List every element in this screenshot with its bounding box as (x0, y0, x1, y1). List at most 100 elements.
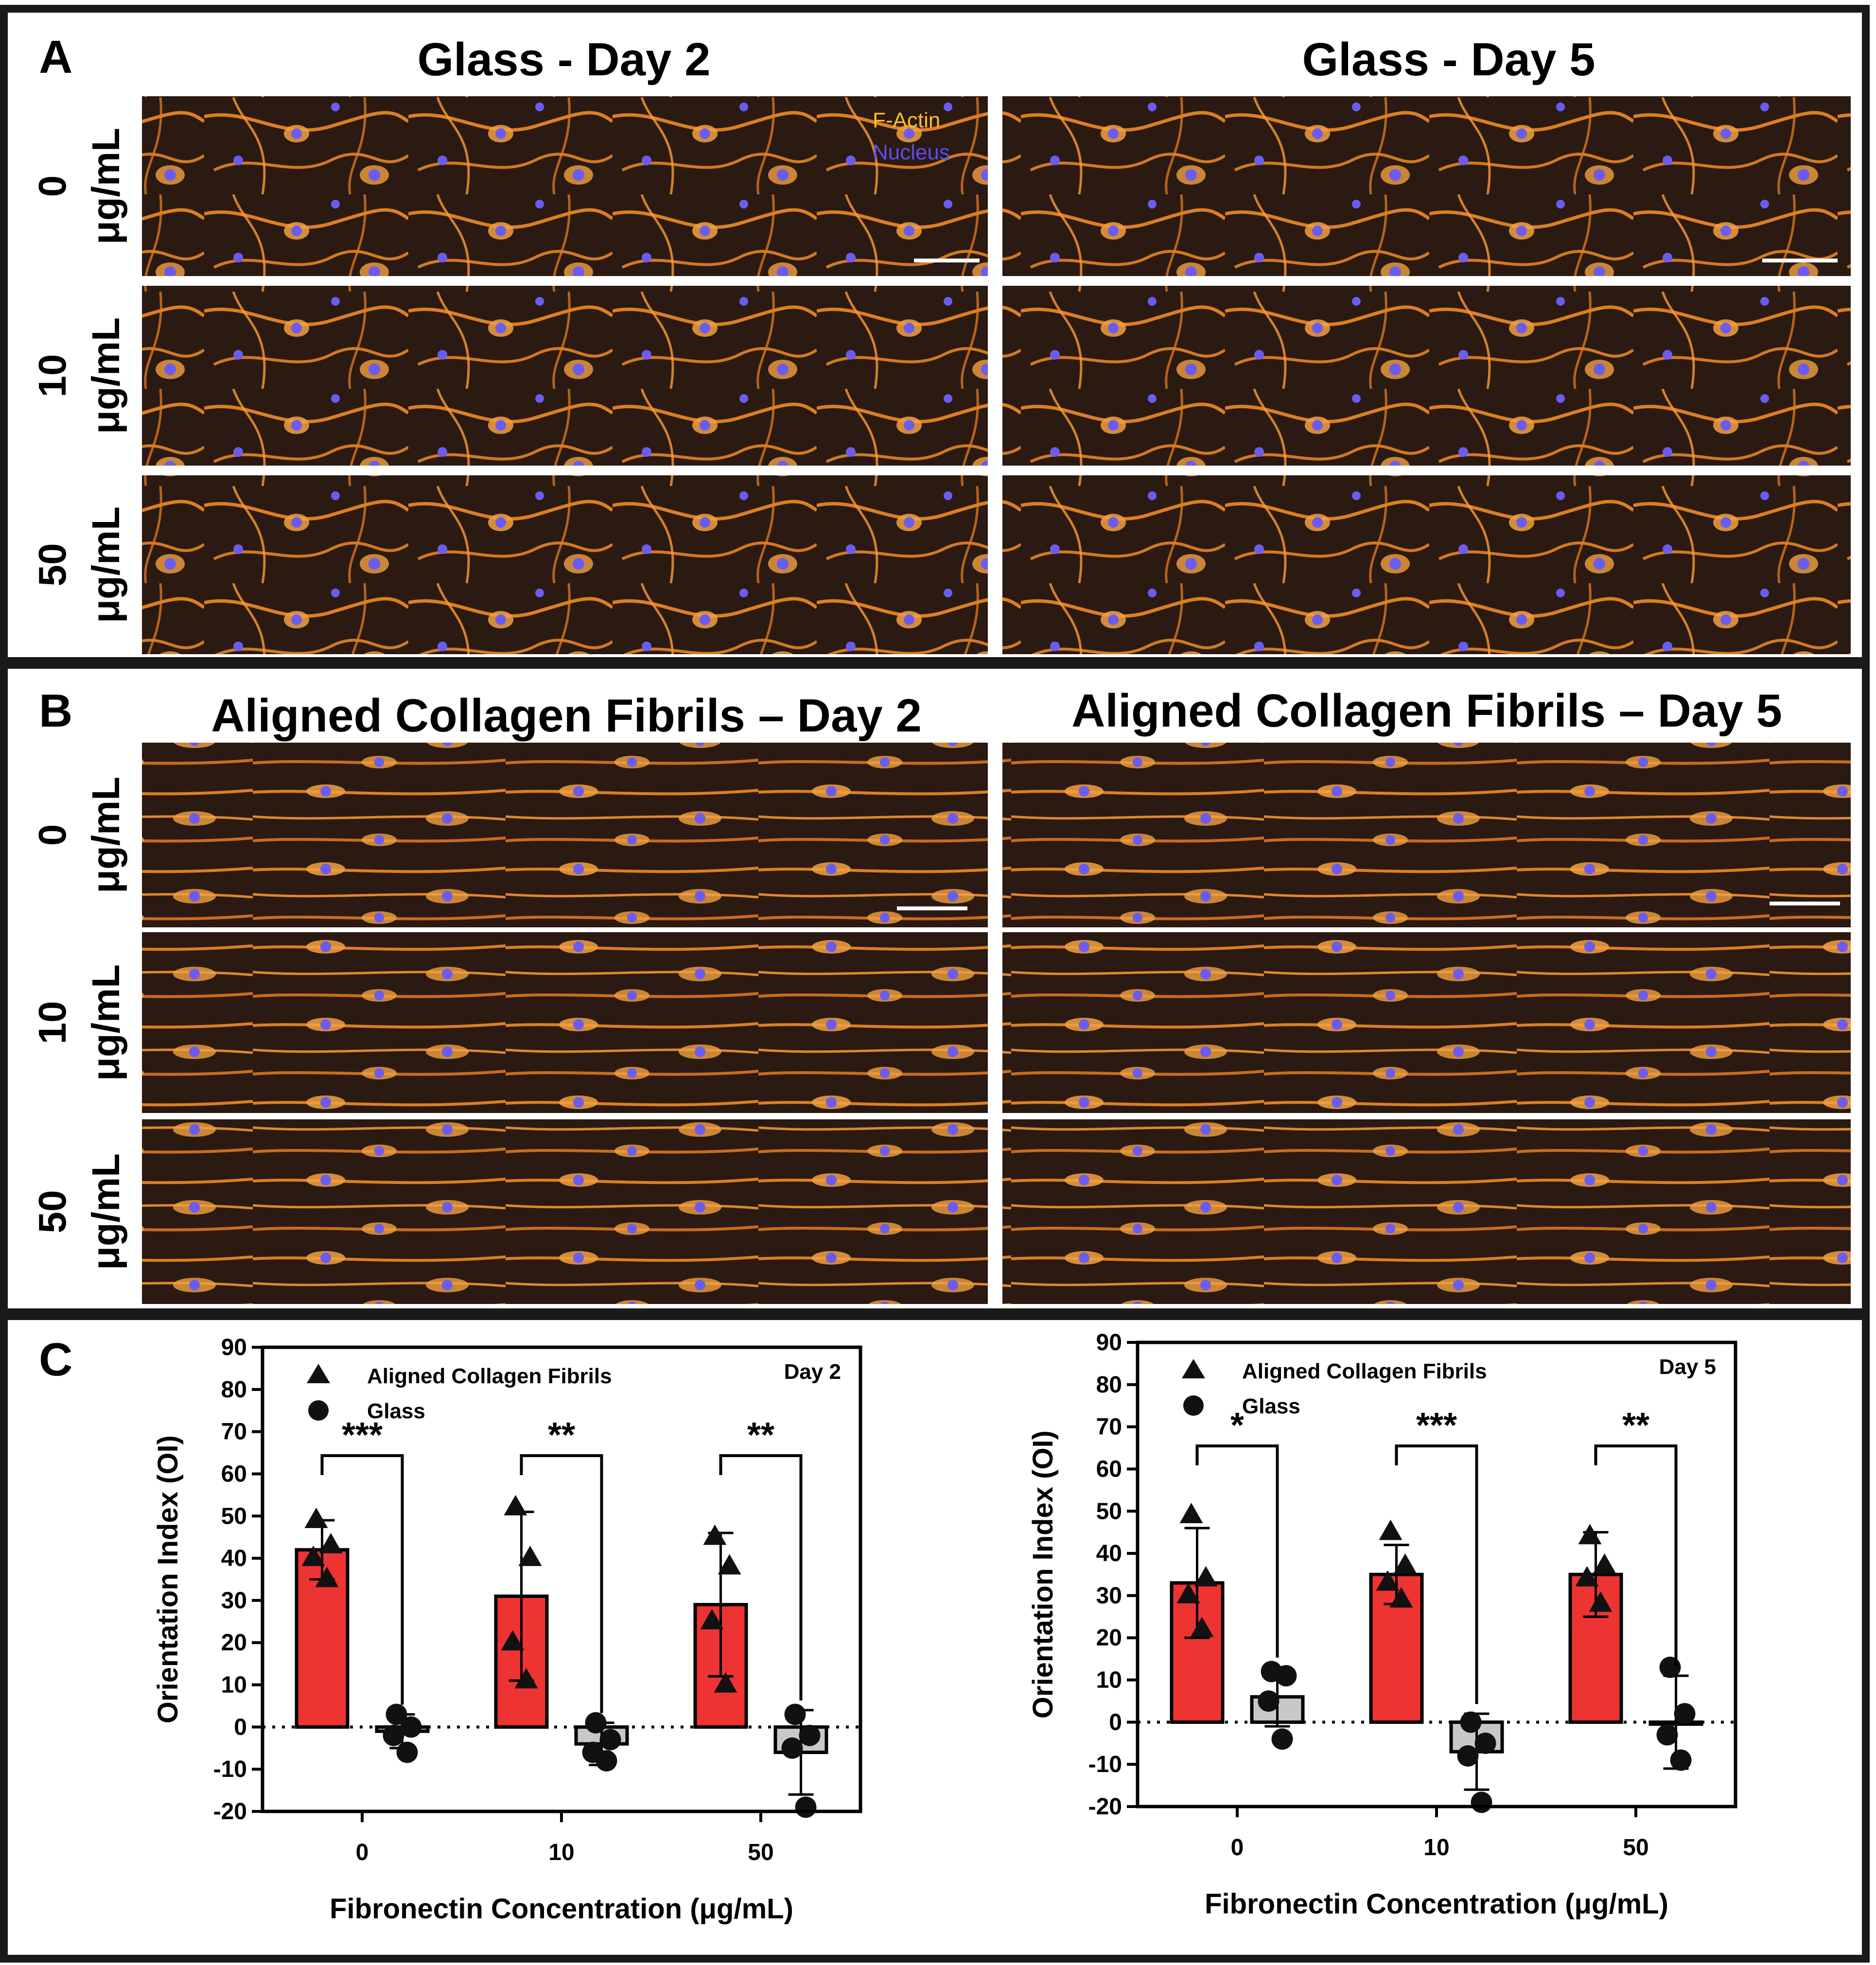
micrograph-fibrils-day5-50 (1002, 1119, 1851, 1304)
row-label-a-0-num: 0 (31, 175, 74, 197)
y-tick-label-70: 70 (1096, 1414, 1122, 1440)
point-fibrils-50-2 (1575, 1566, 1599, 1587)
x-tick-label-0: 0 (1231, 1835, 1244, 1861)
micrograph-glass-day2-0 (142, 96, 988, 276)
x-axis-title: Fibronectin Concentration (μg/mL) (330, 1893, 793, 1925)
row-label-a-50-num: 50 (31, 543, 74, 587)
point-fibrils-50-1 (718, 1554, 741, 1575)
point-glass-10-0 (1460, 1711, 1482, 1733)
y-tick-label-0: 0 (1109, 1709, 1122, 1735)
panel-b-title-day5: Aligned Collagen Fibrils – Day 5 (1071, 685, 1782, 737)
micrograph-glass-day2-10 (142, 286, 988, 466)
row-label-b-50-unit: μg/mL (84, 1153, 127, 1270)
y-tick-label--20: -20 (213, 1799, 247, 1825)
point-glass-50-0 (1659, 1656, 1681, 1678)
point-fibrils-10-3 (1389, 1587, 1413, 1608)
point-glass-0-2 (383, 1724, 404, 1746)
row-label-a-10-num: 10 (31, 354, 74, 398)
y-tick-label-30: 30 (1096, 1583, 1122, 1609)
significance-bracket-50 (719, 1454, 803, 1701)
point-fibrils-10-3 (514, 1668, 538, 1688)
legend-label-glass: Glass (367, 1399, 425, 1423)
x-tick-label-10: 10 (1423, 1835, 1449, 1861)
row-label-b-50-num: 50 (31, 1190, 74, 1234)
plot-frame (261, 1345, 862, 1813)
legend-marker-glass (1183, 1395, 1204, 1416)
point-fibrils-0-0 (304, 1507, 328, 1528)
chart-title: Day 5 (1659, 1355, 1716, 1379)
point-fibrils-0-3 (1190, 1617, 1214, 1637)
scale-bar-a-day2 (914, 259, 980, 262)
panel-b-title-day2: Aligned Collagen Fibrils – Day 2 (211, 690, 922, 742)
micrograph-glass-day5-10 (1002, 286, 1851, 466)
point-glass-50-1 (799, 1724, 821, 1746)
legend-marker-fibrils (307, 1364, 330, 1383)
micrograph-glass-day5-0 (1002, 96, 1851, 276)
row-label-b-10-unit: μg/mL (84, 964, 127, 1081)
point-glass-50-3 (1670, 1749, 1692, 1771)
x-tick-label-50: 50 (748, 1840, 773, 1865)
chart-day5: * 0 *** 10 ** 50 -20 -10 0 10 20 30 40 50 60 70 80 90 Orie… (1027, 1330, 1737, 1920)
point-fibrils-50-0 (703, 1524, 727, 1545)
x-tick-label-0: 0 (356, 1840, 369, 1865)
row-labels-b: 0 μg/mL 10 μg/mL 50 μg/mL (31, 777, 127, 1270)
micrograph-fibrils-day2-10 (142, 932, 988, 1113)
point-glass-50-3 (795, 1796, 817, 1818)
point-fibrils-0-2 (1176, 1582, 1200, 1603)
legend-label-glass: Glass (1242, 1394, 1300, 1418)
point-fibrils-0-1 (1194, 1566, 1218, 1587)
y-tick-label-10: 10 (221, 1672, 247, 1698)
point-glass-0-3 (1271, 1728, 1293, 1750)
significance-bracket-10 (1395, 1444, 1478, 1704)
y-axis-title: Orientation Index (OI) (1027, 1430, 1059, 1719)
panel-a-title-day5: Glass - Day 5 (1302, 34, 1595, 86)
y-tick-label-60: 60 (1096, 1456, 1122, 1482)
panel-letter-a: A (39, 31, 72, 83)
scale-bar-a-day5 (1762, 259, 1838, 262)
x-tick-label-10: 10 (548, 1840, 574, 1865)
row-label-b-0-unit: μg/mL (84, 777, 127, 893)
y-tick-label-80: 80 (221, 1377, 247, 1403)
significance-label-50: ** (1622, 1406, 1649, 1445)
micrograph-fibrils-day2-0 (142, 743, 988, 927)
y-tick-label-50: 50 (1096, 1498, 1122, 1524)
significance-bracket-0 (320, 1454, 404, 1705)
row-label-a-50-unit: μg/mL (84, 506, 127, 623)
point-glass-0-0 (386, 1704, 407, 1725)
x-tick-label-50: 50 (1623, 1835, 1648, 1861)
plot-frame (1136, 1340, 1737, 1808)
point-glass-0-3 (396, 1741, 418, 1763)
row-label-a-10-unit: μg/mL (84, 317, 127, 434)
significance-label-10: *** (1416, 1406, 1457, 1445)
point-glass-10-2 (1457, 1745, 1479, 1767)
y-tick-label--20: -20 (1088, 1794, 1122, 1820)
micrograph-fibrils-day5-0 (1002, 743, 1851, 927)
legend-marker-glass (308, 1400, 329, 1421)
significance-bracket-10 (520, 1454, 603, 1713)
micrograph-glass-day2-50 (142, 475, 988, 654)
significance-bracket-50 (1594, 1444, 1678, 1666)
y-tick-label-40: 40 (221, 1546, 247, 1571)
significance-label-0: * (1230, 1406, 1244, 1445)
micrograph-glass-day5-50 (1002, 475, 1851, 654)
y-tick-label-20: 20 (1096, 1625, 1122, 1651)
point-fibrils-10-1 (1393, 1553, 1417, 1574)
point-glass-10-0 (585, 1712, 607, 1734)
chart-title: Day 2 (784, 1360, 841, 1384)
panel-letter-c: C (39, 1334, 72, 1386)
scale-bar-b-day2 (897, 906, 967, 910)
point-fibrils-10-0 (504, 1495, 527, 1515)
legend-marker-fibrils (1182, 1359, 1205, 1378)
point-fibrils-50-2 (700, 1609, 724, 1630)
y-tick-label-90: 90 (1096, 1330, 1122, 1356)
y-tick-label--10: -10 (1088, 1752, 1122, 1777)
y-tick-label-20: 20 (221, 1630, 247, 1656)
y-tick-label-80: 80 (1096, 1372, 1122, 1398)
point-fibrils-10-0 (1379, 1519, 1403, 1540)
frame-c (0, 1312, 1870, 1963)
point-fibrils-10-2 (501, 1630, 525, 1651)
micrograph-fibrils-day2-50 (142, 1119, 988, 1304)
y-tick-label-90: 90 (221, 1335, 247, 1360)
x-axis-title: Fibronectin Concentration (μg/mL) (1205, 1888, 1668, 1920)
